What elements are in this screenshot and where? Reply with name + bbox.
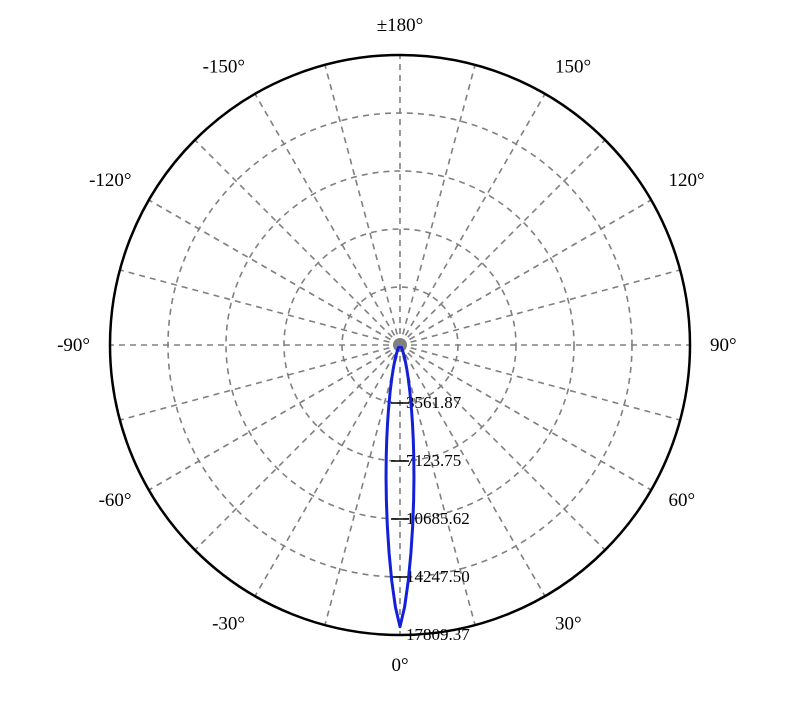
angle-tick-label: -60° [99, 490, 132, 511]
angle-tick-label: 120° [668, 170, 704, 191]
angle-tick-label: 30° [555, 613, 582, 634]
radial-tick-label: 3561.87 [406, 393, 462, 412]
polar-chart: 3561.877123.7510685.6214247.5017809.37±1… [0, 0, 805, 702]
radial-tick-label: 14247.50 [406, 567, 470, 586]
angle-tick-label: ±180° [377, 15, 424, 36]
angle-tick-label: 90° [710, 335, 737, 356]
radial-tick-label: 10685.62 [406, 509, 470, 528]
angle-tick-label: -150° [203, 57, 245, 78]
angle-tick-label: 0° [391, 655, 408, 676]
center-hub [393, 338, 407, 352]
grid [110, 55, 690, 635]
polar-chart-container: 3561.877123.7510685.6214247.5017809.37±1… [0, 0, 805, 702]
angle-tick-label: 150° [555, 57, 591, 78]
radial-tick-label: 17809.37 [406, 625, 470, 644]
angle-tick-label: -120° [89, 170, 131, 191]
angle-tick-label: -30° [212, 613, 245, 634]
angle-tick-label: -90° [57, 335, 90, 356]
angle-tick-label: 60° [668, 490, 695, 511]
